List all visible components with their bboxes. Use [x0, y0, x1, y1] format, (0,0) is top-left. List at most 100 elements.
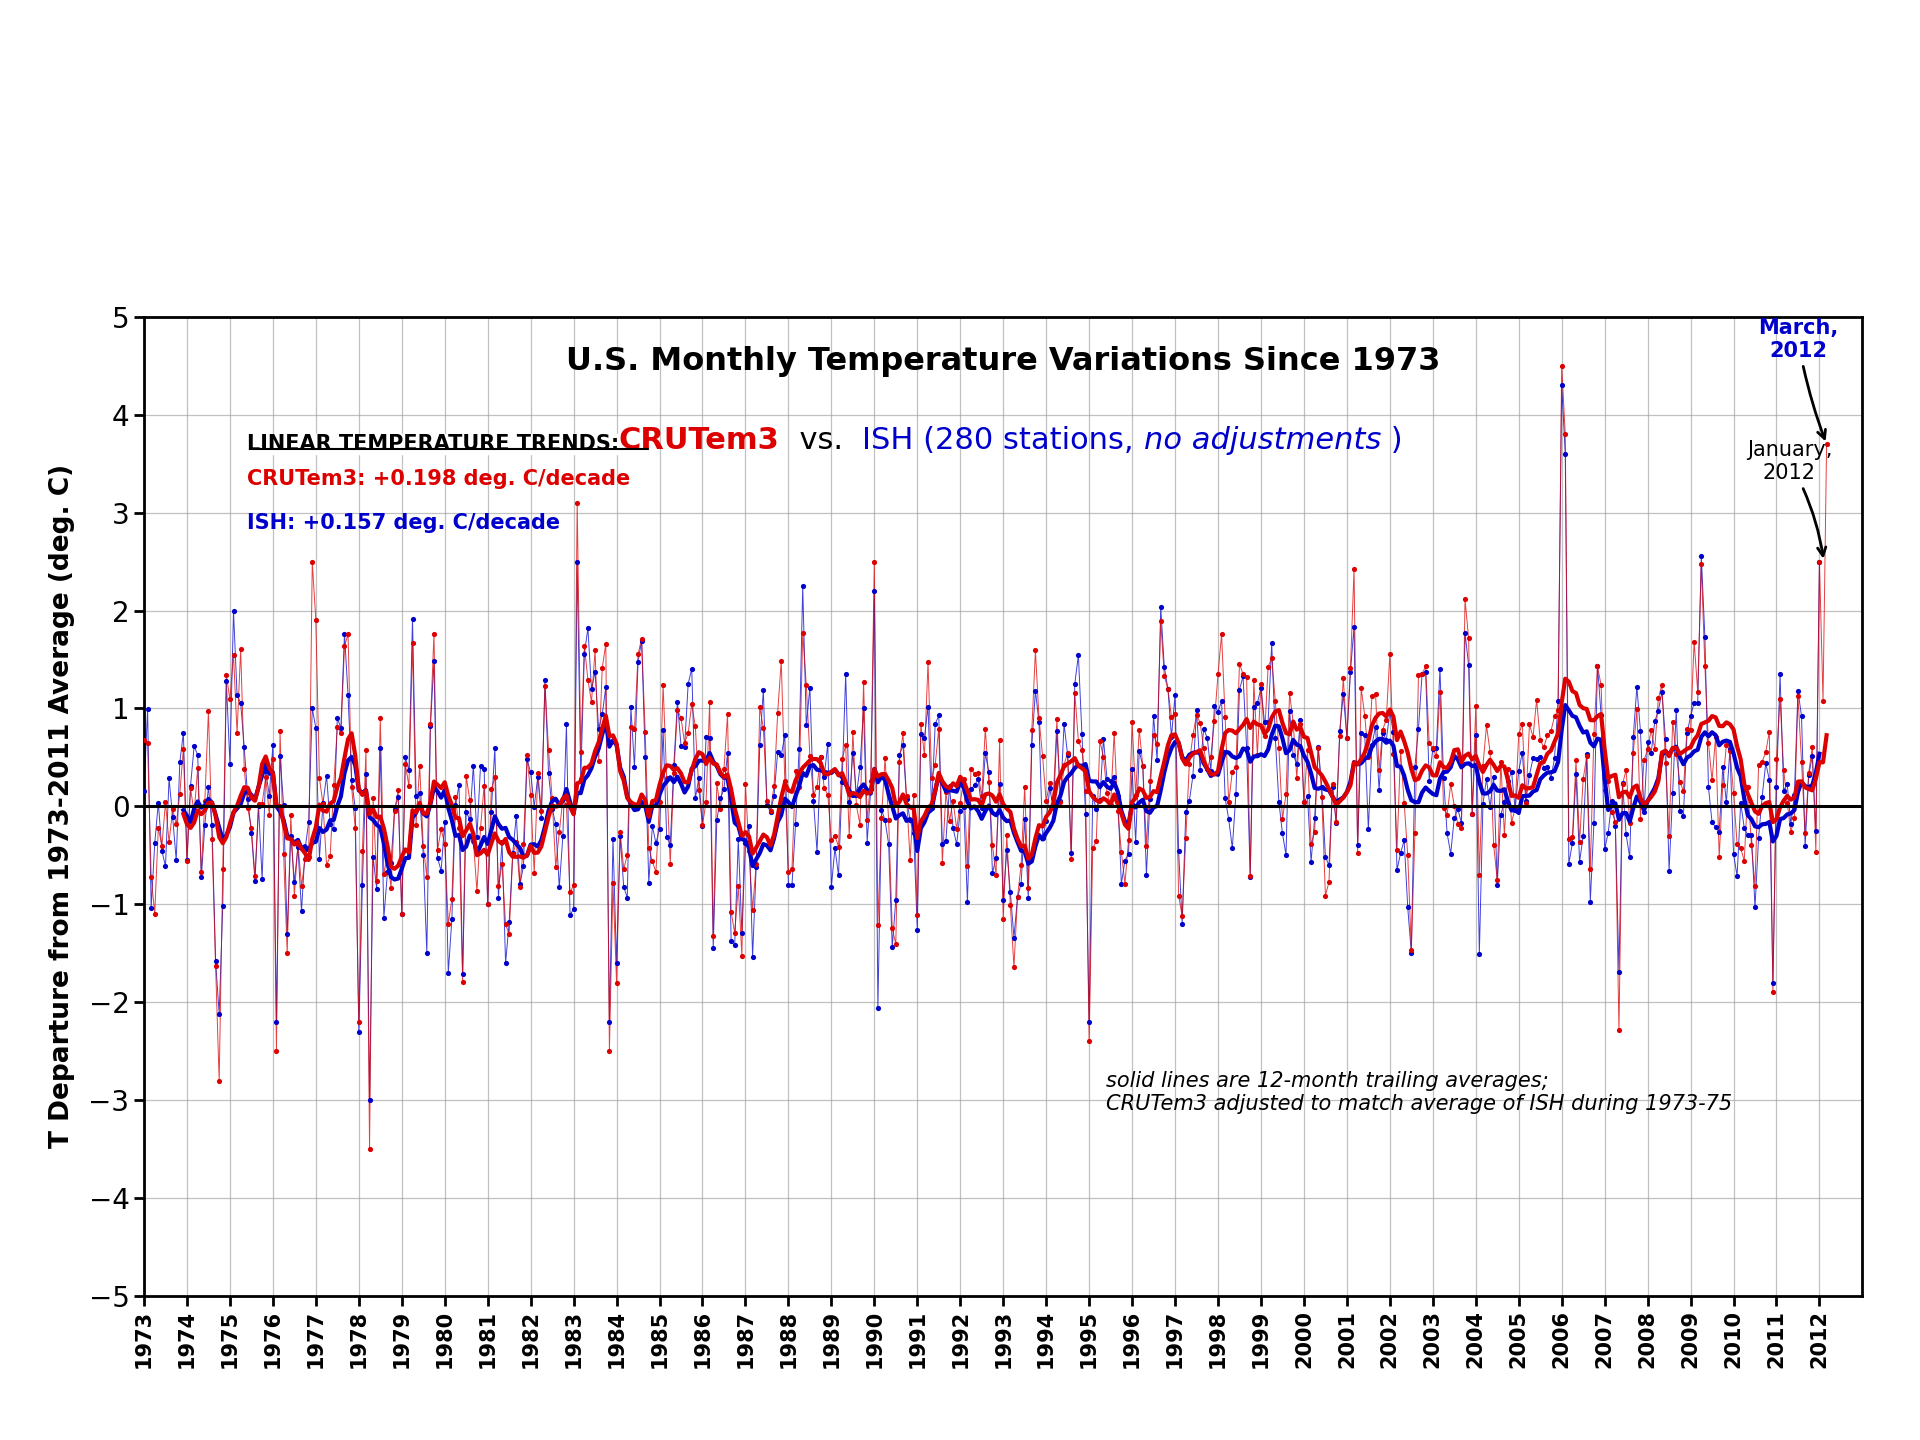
Point: [1167, 912, 1198, 935]
Point: [647, 674, 678, 697]
Point: [1060, 681, 1091, 704]
Point: [129, 779, 159, 802]
Point: [1052, 742, 1083, 765]
Point: [1574, 890, 1605, 913]
Point: [1772, 772, 1803, 795]
Point: [154, 831, 184, 854]
Point: [568, 642, 599, 665]
Point: [829, 662, 860, 685]
Point: [1085, 730, 1116, 753]
Point: [1181, 698, 1212, 721]
Point: [966, 796, 996, 819]
Point: [1119, 831, 1150, 854]
Point: [250, 766, 280, 789]
Point: [870, 809, 900, 832]
Point: [1313, 871, 1344, 894]
Point: [505, 876, 536, 899]
Point: [1619, 726, 1649, 749]
Point: [1014, 886, 1044, 909]
Point: [1599, 814, 1630, 837]
Point: [803, 775, 833, 798]
Point: [1747, 785, 1778, 808]
Point: [858, 550, 889, 573]
Point: [1173, 789, 1204, 812]
Point: [601, 952, 632, 975]
Point: [501, 804, 532, 827]
Point: [962, 768, 993, 791]
Point: [1672, 721, 1703, 744]
Point: [960, 773, 991, 796]
Point: [538, 798, 568, 821]
Point: [605, 821, 636, 844]
Point: [1342, 834, 1373, 857]
Point: [937, 816, 968, 840]
Point: [1035, 772, 1066, 795]
Point: [1482, 873, 1513, 896]
Point: [1056, 842, 1087, 865]
Point: [1217, 760, 1248, 783]
Point: [311, 765, 342, 788]
Point: [136, 865, 167, 888]
Point: [142, 816, 173, 840]
Point: [912, 651, 943, 674]
Point: [795, 675, 826, 698]
Point: [1227, 662, 1258, 685]
Point: [837, 720, 868, 743]
Point: [1110, 850, 1140, 873]
Point: [1250, 711, 1281, 734]
Point: [981, 864, 1012, 887]
Point: [1235, 864, 1265, 887]
Point: [401, 785, 432, 808]
Point: [787, 575, 818, 598]
Point: [1288, 791, 1319, 814]
Point: [248, 868, 278, 891]
Point: [776, 858, 806, 881]
Point: [998, 956, 1029, 979]
Point: [522, 762, 553, 785]
Point: [221, 684, 252, 707]
Point: [1106, 873, 1137, 896]
Point: [303, 766, 334, 789]
Point: [891, 785, 922, 808]
Point: [1528, 756, 1559, 779]
Point: [1436, 842, 1467, 865]
Point: [1069, 802, 1100, 825]
Point: [774, 861, 804, 884]
Point: [215, 753, 246, 776]
Point: [372, 844, 403, 867]
Point: [808, 776, 839, 799]
Point: [1571, 743, 1601, 766]
Point: [1682, 681, 1713, 704]
Point: [248, 792, 278, 815]
Point: [733, 840, 764, 863]
Point: [323, 716, 353, 739]
Point: [770, 770, 801, 793]
Point: [1461, 724, 1492, 747]
Point: [1164, 884, 1194, 907]
Point: [386, 903, 417, 926]
Point: [1156, 706, 1187, 729]
Point: [1594, 769, 1624, 792]
Point: [1607, 773, 1638, 796]
Point: [597, 828, 628, 851]
Point: [219, 644, 250, 667]
Point: [407, 842, 438, 865]
Point: [862, 996, 893, 1020]
Point: [150, 855, 180, 878]
Point: [328, 622, 359, 645]
Point: [1467, 755, 1498, 778]
Point: [250, 759, 280, 782]
Point: [1334, 657, 1365, 680]
Point: [987, 907, 1018, 930]
Point: [1188, 736, 1219, 759]
Point: [563, 491, 593, 514]
Point: [1127, 755, 1158, 778]
Point: [1296, 850, 1327, 873]
Point: [540, 812, 570, 835]
Point: [1135, 788, 1165, 811]
Point: [1031, 809, 1062, 832]
Point: [824, 835, 854, 858]
Point: [991, 838, 1021, 861]
Point: [165, 782, 196, 805]
Point: [1703, 821, 1734, 844]
